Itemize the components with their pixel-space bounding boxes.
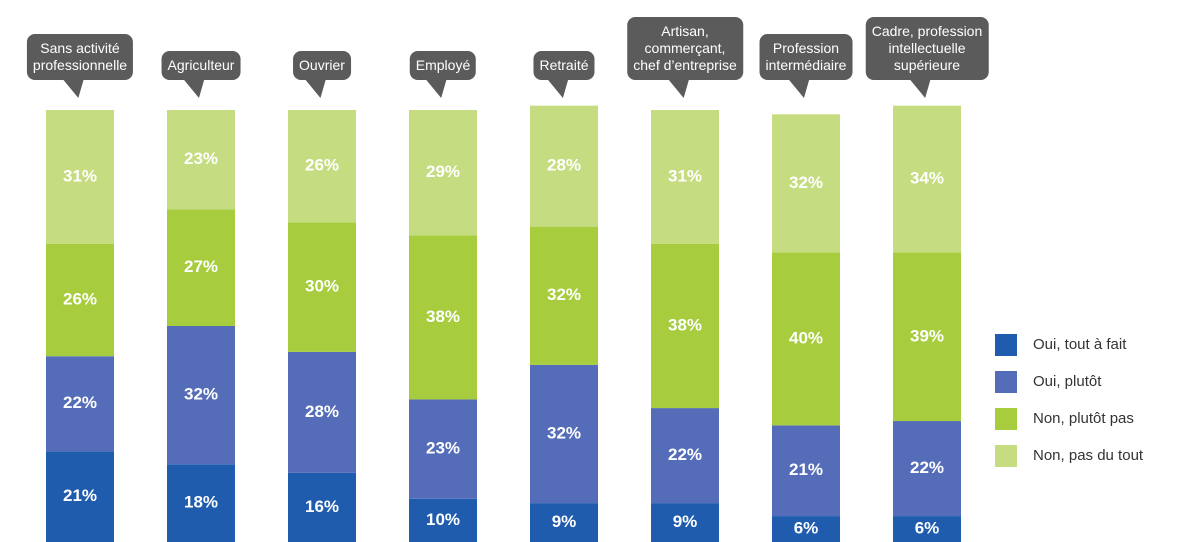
data-label: 28% — [547, 156, 581, 175]
data-label: 26% — [305, 156, 339, 175]
data-label: 30% — [305, 277, 339, 296]
bar-segment — [46, 110, 114, 244]
data-label: 28% — [305, 402, 339, 421]
bar-segment — [409, 235, 477, 400]
data-label: 23% — [184, 149, 218, 168]
data-label: 32% — [789, 173, 823, 192]
category-label: Agriculteur — [161, 51, 241, 80]
bar-segment — [46, 451, 114, 542]
bar-segment — [893, 252, 961, 422]
category-label: Artisan, commerçant, chef d’entreprise — [627, 17, 743, 80]
bar-segment — [167, 110, 235, 210]
data-label: 9% — [552, 512, 577, 531]
bar-segment — [772, 252, 840, 426]
legend-label: Non, pas du tout — [1033, 447, 1144, 464]
bar-segment — [772, 516, 840, 542]
bar-segment — [530, 226, 598, 365]
data-label: 31% — [63, 166, 97, 185]
bar-segment — [530, 105, 598, 227]
data-label: 39% — [910, 326, 944, 345]
data-label: 22% — [910, 458, 944, 477]
bar-segment — [167, 464, 235, 542]
bar-segment — [651, 110, 719, 244]
data-label: 21% — [63, 486, 97, 505]
category-label: Retraité — [533, 51, 595, 80]
bar-segment — [893, 105, 961, 253]
data-label: 22% — [63, 393, 97, 412]
data-label: 38% — [668, 315, 702, 334]
data-label: 31% — [668, 166, 702, 185]
data-label: 23% — [426, 439, 460, 458]
bar-segment — [651, 408, 719, 504]
category-label: Employé — [409, 51, 477, 80]
data-label: 26% — [63, 290, 97, 309]
category-label: Ouvrier — [293, 51, 351, 80]
data-label: 9% — [673, 512, 698, 531]
category-label: Sans activité professionnelle — [26, 34, 134, 80]
bar-segment — [288, 472, 356, 542]
bar-segment — [409, 498, 477, 542]
legend-label: Oui, plutôt — [1033, 373, 1102, 390]
legend-swatch — [995, 408, 1017, 430]
data-label: 32% — [184, 385, 218, 404]
bar-segment — [46, 356, 114, 452]
legend-swatch — [995, 334, 1017, 356]
bar-segment — [288, 222, 356, 352]
data-label: 32% — [547, 423, 581, 442]
data-label: 16% — [305, 497, 339, 516]
bar-segment — [651, 243, 719, 409]
bar-segment — [772, 114, 840, 253]
data-label: 6% — [915, 519, 940, 538]
data-label: 40% — [789, 328, 823, 347]
category-label: Profession intermédiaire — [759, 34, 853, 80]
data-label: 29% — [426, 162, 460, 181]
bar-segment — [893, 516, 961, 542]
data-label: 34% — [910, 169, 944, 188]
data-label: 22% — [668, 445, 702, 464]
bar-segment — [893, 421, 961, 517]
legend-swatch — [995, 445, 1017, 467]
legend-swatch — [995, 371, 1017, 393]
data-label: 6% — [794, 519, 819, 538]
bar-segment — [530, 503, 598, 542]
bar-segment — [651, 503, 719, 542]
bar-segment — [288, 110, 356, 223]
bar-segment — [46, 243, 114, 357]
bar-segment — [167, 326, 235, 465]
bar-segment — [772, 425, 840, 517]
data-label: 32% — [547, 285, 581, 304]
bar-segment — [530, 364, 598, 504]
data-label: 10% — [426, 510, 460, 529]
legend-label: Oui, tout à fait — [1033, 336, 1127, 353]
data-label: 27% — [184, 257, 218, 276]
legend-label: Non, plutôt pas — [1033, 410, 1134, 427]
bar-segment — [288, 351, 356, 473]
data-label: 18% — [184, 493, 218, 512]
data-label: 21% — [789, 460, 823, 479]
bar-segment — [409, 110, 477, 236]
bar-segment — [167, 209, 235, 326]
bar-segment — [409, 399, 477, 499]
data-label: 38% — [426, 307, 460, 326]
category-label: Cadre, profession intellectuelle supérie… — [865, 17, 989, 80]
